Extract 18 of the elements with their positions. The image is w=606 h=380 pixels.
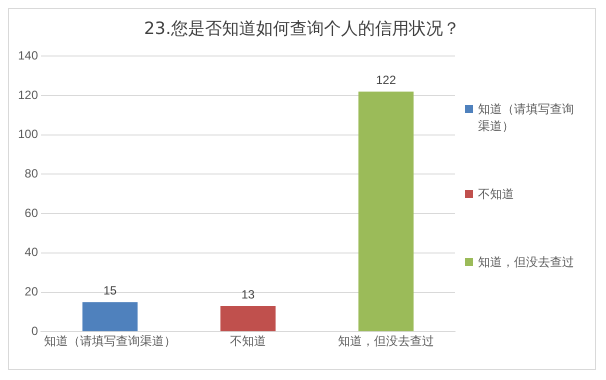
y-tick-label: 40 bbox=[24, 245, 38, 260]
y-tick-label: 80 bbox=[24, 166, 38, 181]
y-tick-label: 0 bbox=[31, 324, 38, 338]
x-tick-label: 不知道 bbox=[230, 334, 266, 348]
data-label: 13 bbox=[241, 287, 256, 302]
y-tick-label: 100 bbox=[18, 127, 38, 142]
y-tick-label: 20 bbox=[24, 284, 38, 299]
data-label: 15 bbox=[103, 283, 118, 298]
y-tick-label: 140 bbox=[18, 48, 38, 63]
y-tick-label: 60 bbox=[24, 206, 38, 220]
chart-title: 23.您是否知道如何查询个人的信用状况？ bbox=[142, 18, 462, 41]
x-tick-label: 知道，但没去查过 bbox=[338, 334, 434, 348]
data-label: 122 bbox=[376, 72, 396, 87]
legend-label: 不知道 bbox=[478, 186, 514, 203]
legend-label: 知道（请填写查询渠道） bbox=[478, 101, 575, 136]
y-tick-label: 120 bbox=[18, 88, 38, 102]
x-tick-label: 知道（请填写查询渠道） bbox=[44, 334, 176, 348]
legend-label: 知道，但没去查过 bbox=[478, 254, 574, 271]
